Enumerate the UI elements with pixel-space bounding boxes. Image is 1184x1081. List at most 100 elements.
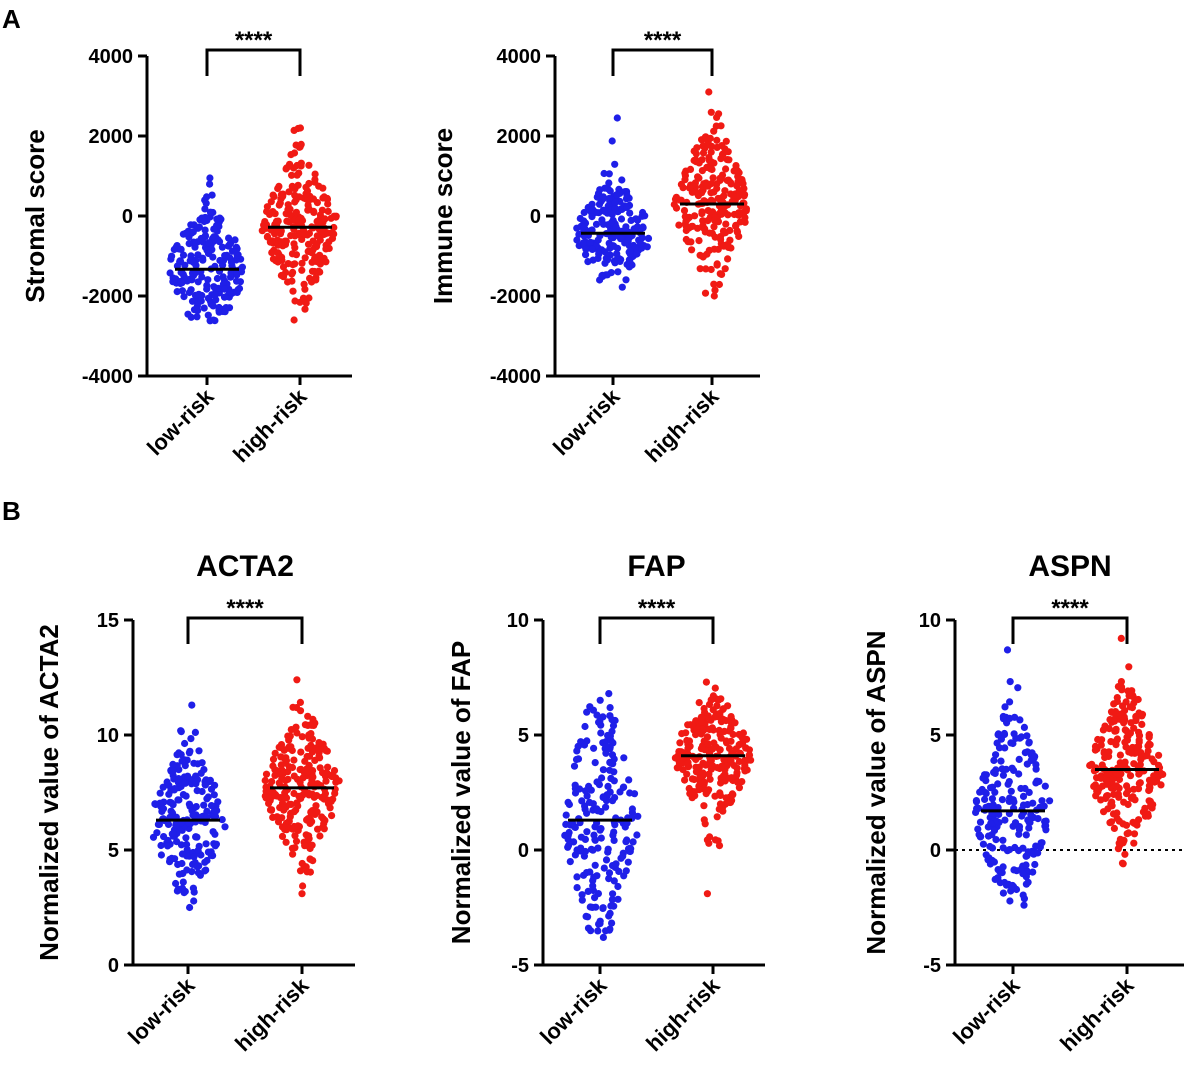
data-point	[273, 813, 281, 821]
data-point	[1117, 634, 1125, 643]
data-point	[233, 269, 241, 277]
series-high-risk	[1086, 634, 1167, 868]
data-point	[1020, 723, 1028, 732]
data-point	[332, 774, 340, 782]
data-point	[305, 179, 313, 188]
data-point	[695, 729, 703, 737]
data-point	[182, 229, 190, 237]
data-point	[634, 812, 642, 820]
data-point	[193, 863, 201, 871]
data-point	[302, 863, 310, 871]
data-point	[312, 802, 320, 810]
data-point	[604, 848, 612, 856]
data-point	[322, 747, 330, 755]
data-point	[570, 838, 578, 846]
data-point	[626, 789, 634, 797]
data-point	[606, 187, 614, 195]
data-point	[1001, 744, 1009, 752]
data-point	[711, 792, 719, 800]
data-point	[293, 676, 301, 684]
data-point	[991, 769, 999, 778]
data-point	[322, 245, 330, 253]
data-point	[1034, 849, 1042, 857]
data-point	[979, 774, 987, 782]
data-point	[1115, 793, 1123, 801]
data-point	[625, 263, 634, 271]
y-axis-label: Normalized value of ACTA2	[34, 624, 64, 961]
data-point	[739, 180, 747, 188]
data-point	[725, 156, 733, 164]
data-point	[210, 225, 218, 233]
data-point	[1122, 821, 1131, 829]
data-point	[716, 746, 724, 754]
data-point	[261, 776, 269, 785]
data-point	[609, 722, 618, 730]
data-point	[733, 228, 742, 236]
data-point	[266, 806, 275, 814]
data-point	[593, 711, 601, 719]
data-point	[994, 780, 1002, 788]
data-point	[1117, 678, 1125, 686]
data-point	[179, 878, 187, 886]
data-point	[311, 178, 319, 186]
data-point	[272, 792, 281, 800]
data-point	[175, 775, 183, 783]
data-point	[643, 243, 651, 251]
data-point	[1106, 819, 1114, 827]
data-point	[263, 232, 272, 241]
data-point	[587, 927, 595, 935]
data-point	[595, 718, 603, 726]
data-point	[315, 746, 323, 754]
data-point	[606, 909, 614, 918]
data-point	[580, 208, 588, 217]
data-point	[307, 730, 315, 738]
data-point	[302, 190, 310, 198]
data-point	[281, 789, 289, 797]
data-point	[227, 269, 235, 277]
data-point	[722, 220, 730, 228]
data-point	[1100, 808, 1108, 816]
data-point	[693, 144, 701, 152]
data-point	[203, 285, 211, 293]
data-point	[187, 313, 195, 321]
data-point	[633, 223, 642, 231]
data-point	[209, 316, 217, 324]
data-point	[204, 311, 212, 319]
chart-immune-score: Immune score 4000 2000 0 -2000 -4000 low-risk h…	[428, 27, 760, 467]
data-point	[176, 258, 184, 266]
data-point	[608, 716, 616, 724]
data-point	[604, 782, 612, 791]
data-point	[974, 804, 983, 813]
charts-group: Stromal score 4000 2000 0 -2000 -4000 low-risk…	[20, 27, 1184, 1056]
data-point	[174, 796, 182, 804]
x-tick-label: high-risk	[641, 972, 725, 1056]
data-point	[607, 774, 615, 783]
data-point	[602, 743, 610, 751]
data-point	[713, 702, 721, 710]
data-point	[157, 851, 165, 859]
data-point	[1007, 739, 1015, 747]
data-point	[988, 831, 996, 839]
data-point	[233, 277, 241, 285]
data-point	[288, 844, 296, 852]
data-point	[600, 207, 609, 215]
data-point	[1025, 818, 1033, 826]
significance-label: ****	[235, 27, 273, 54]
data-point	[203, 807, 211, 816]
data-point	[190, 258, 198, 267]
data-point	[573, 884, 581, 892]
x-tick-label: low-risk	[948, 972, 1025, 1049]
data-point	[305, 816, 313, 824]
data-point	[288, 250, 297, 258]
data-point	[701, 708, 709, 717]
data-point	[1006, 698, 1014, 706]
data-point	[720, 242, 728, 250]
data-point	[602, 927, 610, 935]
data-point	[700, 802, 708, 810]
data-point	[206, 180, 214, 188]
data-point	[585, 798, 594, 807]
data-point	[327, 797, 335, 806]
data-point	[307, 809, 315, 818]
data-point	[701, 289, 710, 297]
